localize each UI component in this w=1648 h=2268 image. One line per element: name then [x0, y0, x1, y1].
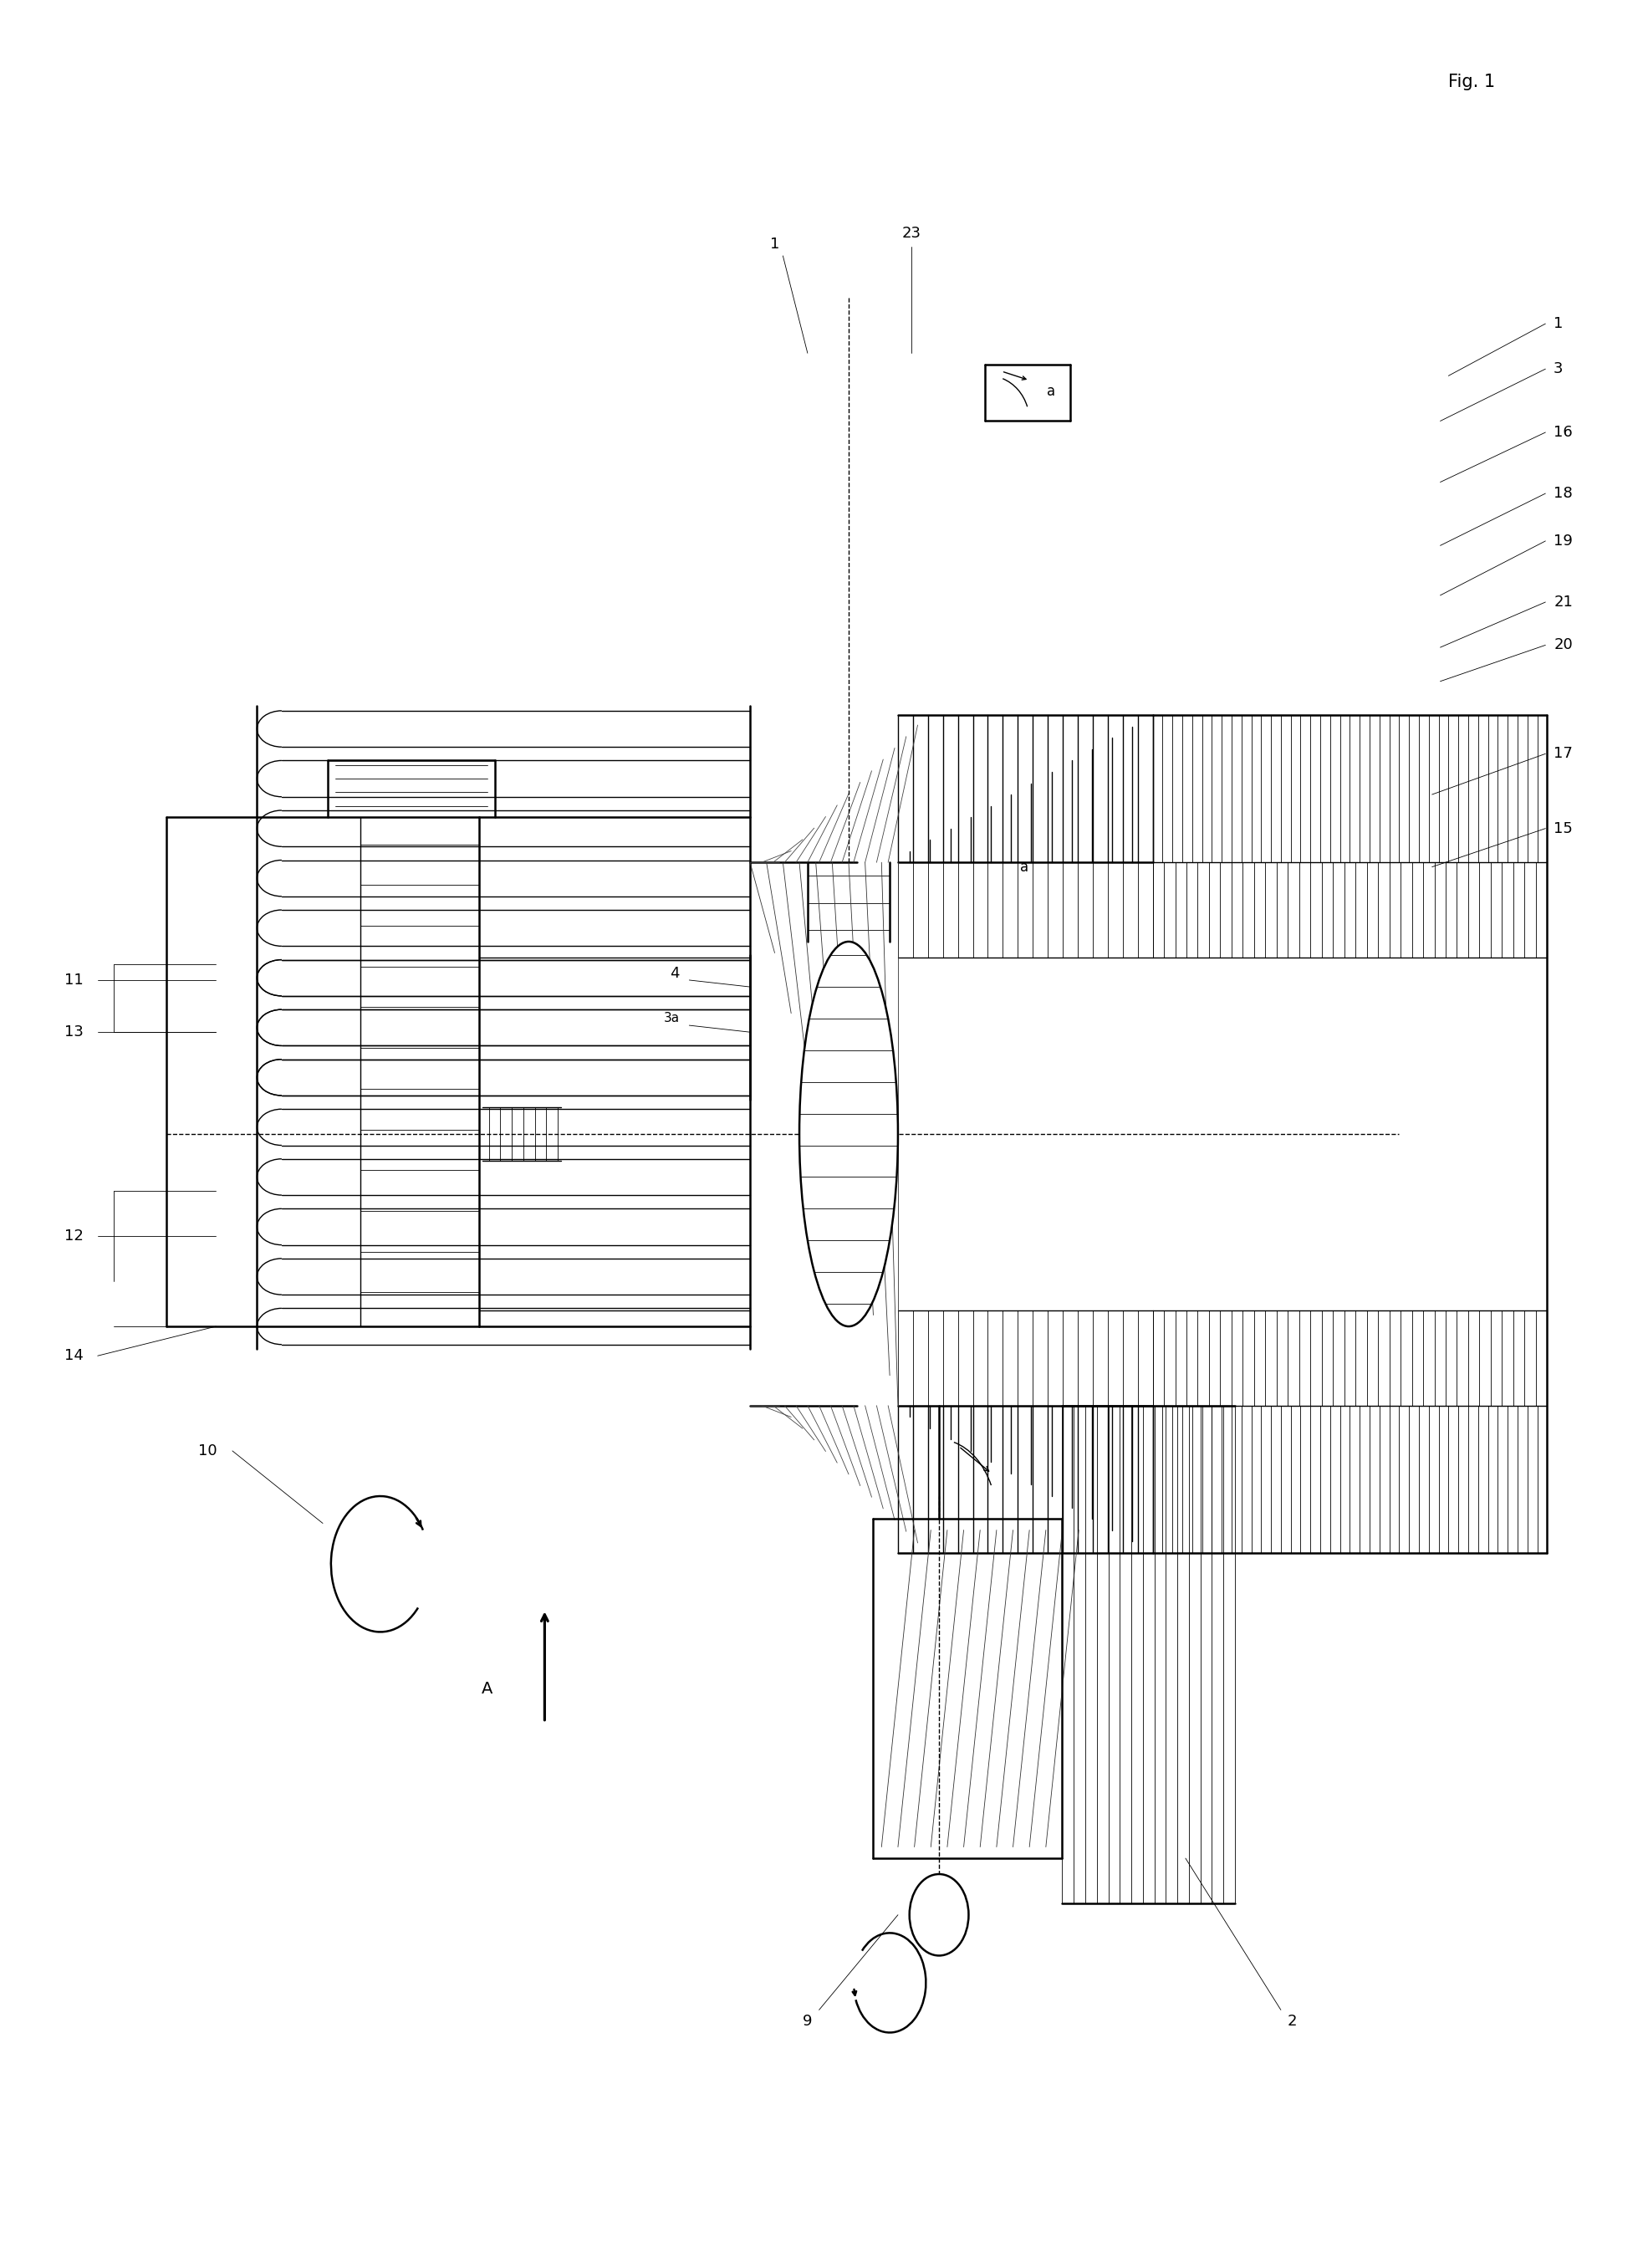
Ellipse shape	[799, 941, 898, 1327]
Text: 3: 3	[1554, 361, 1564, 376]
Text: 18: 18	[1554, 485, 1572, 501]
Text: a: a	[1020, 860, 1028, 875]
Text: 1: 1	[770, 236, 780, 252]
Text: 20: 20	[1554, 637, 1572, 653]
Text: 21: 21	[1554, 594, 1572, 610]
Text: 23: 23	[901, 225, 921, 240]
Text: 2: 2	[1287, 2014, 1297, 2030]
Text: 1: 1	[1554, 315, 1564, 331]
Text: 15: 15	[1554, 821, 1572, 837]
Text: Fig. 1: Fig. 1	[1449, 73, 1495, 91]
Text: 9: 9	[803, 2014, 812, 2030]
Text: 17: 17	[1554, 746, 1572, 762]
Circle shape	[910, 1873, 969, 1955]
Text: 16: 16	[1554, 424, 1572, 440]
Text: 12: 12	[64, 1229, 84, 1243]
Text: A: A	[481, 1681, 493, 1696]
Text: 10: 10	[198, 1442, 218, 1458]
Text: 19: 19	[1554, 533, 1572, 549]
Text: 14: 14	[64, 1347, 84, 1363]
Text: 3a: 3a	[664, 1012, 679, 1025]
Text: 13: 13	[64, 1025, 84, 1039]
Text: 4: 4	[669, 966, 679, 980]
Text: a: a	[1046, 383, 1055, 399]
Text: 11: 11	[64, 973, 84, 987]
